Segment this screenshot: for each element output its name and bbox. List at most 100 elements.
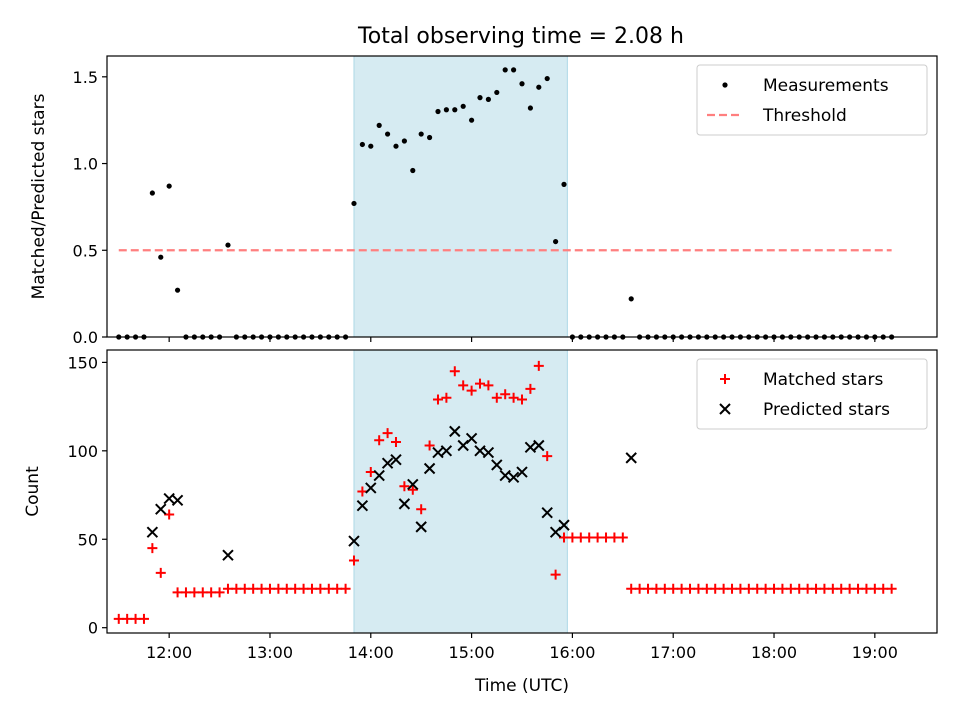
legend-label: Predicted stars [763,400,890,420]
matched-star-point [886,583,897,594]
matched-star-point [407,484,418,495]
matched-star-point [180,587,191,598]
x-tick-label: 13:00 [247,643,293,662]
matched-star-point [231,583,242,594]
legend-label: Matched stars [763,370,883,390]
x-tick-label: 18:00 [751,643,797,662]
predicted-star-point [499,469,511,482]
matched-star-point [710,583,721,594]
measurement-point [502,67,508,73]
predicted-star-point [541,507,553,519]
matched-star-point [197,587,208,598]
matched-star-point [777,583,788,594]
matched-star-point [248,583,259,594]
predicted-star-point [415,521,427,533]
measurement-point [384,131,391,137]
measurement-point [553,238,559,245]
predicted-star-point [390,453,402,466]
measurement-point [536,84,542,90]
matched-star-point [626,583,637,594]
matched-star-point [466,385,477,396]
y-tick-label: 1.5 [73,68,98,87]
matched-star-point [819,583,830,594]
matched-star-point [769,583,780,594]
predicted-star-point [482,446,495,459]
x-tick-label: 12:00 [146,643,192,662]
measurement-point [149,190,155,196]
predicted-star-point [356,499,369,512]
measurement-point [544,75,550,82]
y-tick-label: 100 [67,442,98,461]
measurement-point [527,105,534,111]
x-tick-label: 15:00 [449,643,495,662]
matched-star-point [878,583,889,594]
measurement-point [393,143,399,149]
matched-star-point [693,583,704,594]
measurement-point [519,81,525,87]
matched-star-point [584,532,595,543]
predicted-star-point [348,535,360,547]
matched-star-point [861,583,872,594]
matched-star-point [735,583,746,594]
predicted-star-point [381,457,394,469]
matched-star-point [794,583,805,594]
series-matched-stars [113,360,897,624]
predicted-star-point [474,445,486,457]
predicted-star-point [432,446,444,459]
matched-star-point [365,467,376,478]
matched-star-point [601,532,612,543]
matched-star-point [323,583,334,594]
matched-star-point [290,583,301,594]
measurement-point [376,122,382,128]
y-tick-label: 0.5 [73,241,98,260]
matched-star-point [685,583,696,594]
matched-star-point [138,613,149,624]
measurement-point [468,117,475,123]
matched-star-point [306,583,317,594]
axes-frame [106,349,938,634]
matched-star-point [130,613,141,624]
matched-star-point [609,532,620,543]
measurement-point [460,103,466,109]
predicted-star-point [365,482,377,494]
matched-star-point [239,583,250,594]
y-tick-label: 50 [78,530,98,549]
matched-star-point [164,509,175,520]
measurement-point [418,131,424,137]
matched-star-point [390,436,401,447]
matched-star-point [727,583,738,594]
matched-star-point [122,613,133,624]
predicted-star-point [533,439,545,452]
predicted-star-point [163,492,175,505]
matched-star-point [222,583,233,594]
matched-star-point [399,481,410,492]
predicted-star-point [507,471,520,484]
y-axis-label: Matched/Predicted stars [29,93,49,299]
predicted-star-point [516,466,528,478]
measurement-point [401,138,407,144]
matched-star-point [617,532,628,543]
figure-title: Total observing time = 2.08 h [357,24,684,49]
matched-star-point [416,504,427,515]
matched-star-point [491,392,502,403]
matched-star-point [449,366,460,377]
observing-window-shade [353,349,568,634]
matched-star-point [836,583,847,594]
measurement-point [351,200,357,207]
matched-star-point [525,383,536,394]
series-predicted-stars [146,425,637,561]
predicted-star-point [373,469,385,482]
observing-window-shade [353,55,568,338]
matched-star-point [643,583,654,594]
predicted-star-point [171,494,184,507]
measurement-point [477,95,483,101]
matched-star-point [634,583,645,594]
legend-label: Measurements [763,76,889,96]
matched-star-point [214,587,225,598]
measurement-point [485,96,491,102]
legend-marker-predicted [719,403,731,415]
matched-star-point [802,583,813,594]
matched-star-point [273,583,284,594]
matched-star-point [853,583,864,594]
